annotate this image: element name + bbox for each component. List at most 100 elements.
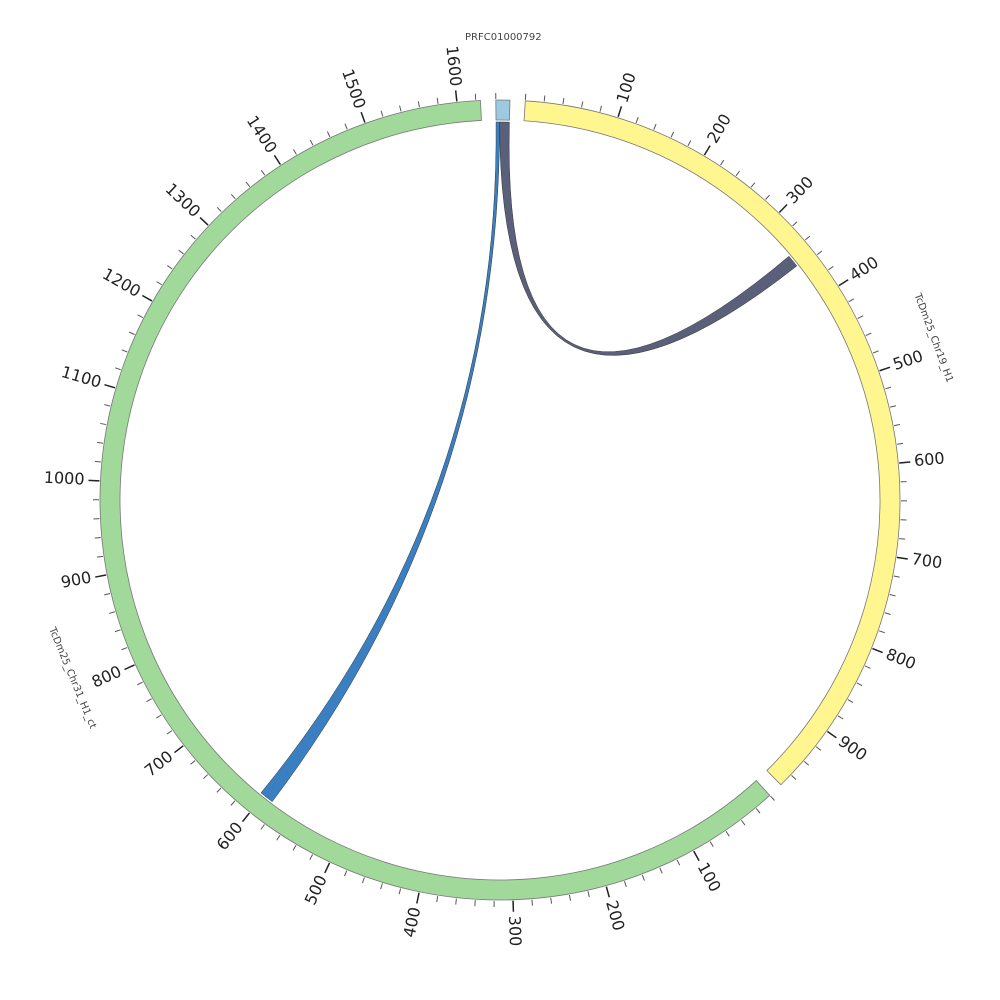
major-tick <box>617 106 623 118</box>
minor-tick <box>725 830 730 837</box>
minor-tick <box>178 249 184 255</box>
major-tick <box>605 886 610 898</box>
tick-label: 1500 <box>338 66 370 111</box>
major-tick <box>241 812 250 823</box>
minor-tick <box>897 442 904 445</box>
major-tick <box>778 203 788 213</box>
minor-tick <box>309 854 314 861</box>
minor-tick <box>361 877 365 884</box>
minor-tick <box>309 139 314 146</box>
minor-tick <box>399 105 402 112</box>
minor-tick <box>720 159 725 166</box>
minor-tick <box>828 266 834 271</box>
minor-tick <box>156 281 162 286</box>
major-tick <box>872 647 883 654</box>
minor-tick <box>292 845 297 851</box>
minor-tick <box>865 332 872 337</box>
minor-tick <box>104 593 111 596</box>
tick-label: 800 <box>883 644 918 673</box>
minor-tick <box>129 331 135 336</box>
minor-tick <box>791 774 797 780</box>
minor-tick <box>687 140 692 147</box>
tick-label: 1200 <box>99 264 144 301</box>
minor-tick <box>837 715 844 720</box>
minor-tick <box>398 888 402 895</box>
tick-label: 1100 <box>59 362 103 392</box>
minor-tick <box>857 315 864 319</box>
minor-tick <box>848 298 855 303</box>
major-tick <box>899 461 911 464</box>
minor-tick <box>750 182 756 188</box>
minor-tick <box>94 460 101 463</box>
tick-label: 1600 <box>442 45 465 88</box>
tick-label: 1400 <box>243 112 281 156</box>
minor-tick <box>104 404 111 407</box>
minor-tick <box>108 611 116 614</box>
minor-tick <box>156 714 162 719</box>
tick-label: 300 <box>782 172 817 207</box>
minor-tick <box>659 867 663 874</box>
minor-tick <box>344 123 348 130</box>
minor-tick <box>203 774 209 780</box>
minor-tick <box>121 647 128 651</box>
major-tick <box>703 145 711 156</box>
tick-label: 600 <box>213 818 247 854</box>
segment-arc <box>99 100 771 901</box>
minor-tick <box>872 350 879 354</box>
minor-tick <box>97 441 104 444</box>
major-tick <box>838 279 849 287</box>
minor-tick <box>190 234 196 240</box>
minor-tick <box>670 131 675 138</box>
minor-tick <box>641 874 645 881</box>
minor-tick <box>276 834 281 841</box>
major-tick <box>199 217 209 226</box>
tick-label: 200 <box>703 111 735 147</box>
minor-tick <box>568 894 571 901</box>
minor-tick <box>635 116 639 123</box>
minor-tick <box>137 314 144 319</box>
minor-tick <box>676 859 681 866</box>
minor-tick <box>893 575 900 578</box>
minor-tick <box>292 149 297 155</box>
minor-tick <box>653 123 657 130</box>
tick-label: 700 <box>141 747 177 781</box>
minor-tick <box>436 97 439 104</box>
segment-arc <box>495 99 511 121</box>
minor-tick <box>884 612 891 615</box>
minor-tick <box>581 101 584 108</box>
minor-tick <box>562 97 565 105</box>
tick-label: 700 <box>911 549 944 572</box>
minor-tick <box>735 170 740 177</box>
minor-tick <box>380 110 384 117</box>
minor-tick <box>216 787 222 793</box>
minor-tick <box>765 194 770 200</box>
minor-tick <box>436 896 439 903</box>
minor-tick <box>899 538 906 540</box>
minor-tick <box>709 841 714 847</box>
segment-arc <box>523 100 901 786</box>
tick-label: 900 <box>835 732 871 765</box>
tick-label: 500 <box>890 346 925 374</box>
minor-tick <box>803 760 810 766</box>
ribbon <box>499 121 798 356</box>
minor-tick <box>167 265 173 270</box>
minor-tick <box>137 681 143 686</box>
minor-tick <box>121 349 128 353</box>
major-tick <box>124 664 135 671</box>
major-tick <box>416 892 420 904</box>
minor-tick <box>889 594 896 597</box>
tick-label: 100 <box>694 859 725 895</box>
minor-tick <box>815 746 822 751</box>
major-tick <box>693 850 700 862</box>
minor-tick <box>847 699 854 704</box>
minor-tick <box>100 422 107 426</box>
major-tick <box>454 90 458 102</box>
minor-tick <box>455 898 457 905</box>
minor-tick <box>94 537 101 539</box>
minor-tick <box>230 800 236 806</box>
major-tick <box>104 383 116 389</box>
tick-label: 300 <box>505 915 525 946</box>
major-tick <box>273 154 282 165</box>
